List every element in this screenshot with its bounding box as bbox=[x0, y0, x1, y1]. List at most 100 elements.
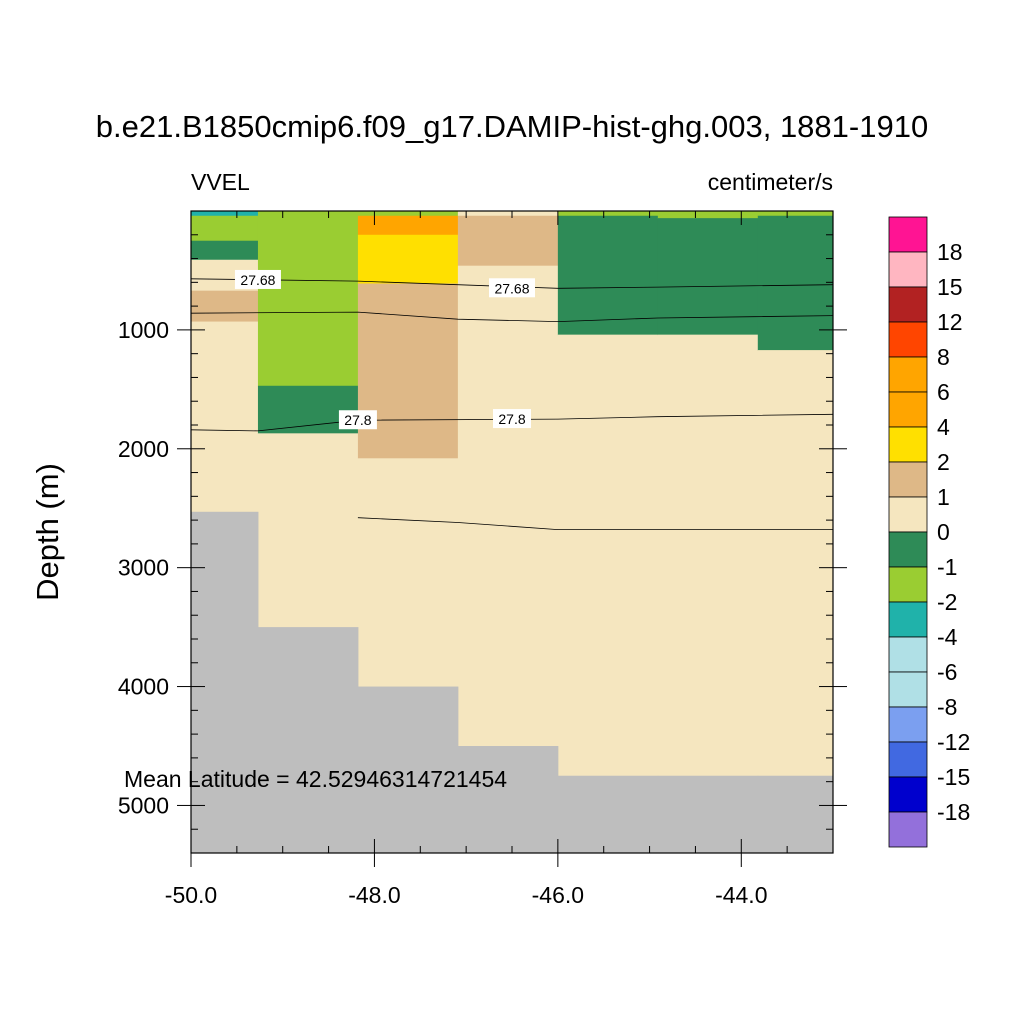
cell-col5-row2 bbox=[657, 334, 759, 777]
colorbar-swatch-8 bbox=[888, 496, 928, 533]
cell-col6-row2 bbox=[757, 350, 834, 777]
cell-col0-row5 bbox=[191, 321, 259, 513]
land-mask bbox=[191, 511, 834, 853]
colorbar-swatch-16 bbox=[888, 776, 928, 813]
x-tick-label: -50.0 bbox=[165, 882, 217, 908]
colorbar-label-12: -6 bbox=[937, 659, 957, 685]
heatmap-cells bbox=[191, 211, 834, 777]
colorbar-label-6: 2 bbox=[937, 449, 950, 475]
cell-col0-row4 bbox=[191, 290, 259, 323]
contour-label-bg-2-1 bbox=[493, 409, 531, 429]
colorbar-swatch-17 bbox=[888, 811, 928, 848]
colorbar-label-8: 0 bbox=[937, 519, 950, 545]
contour-line-0 bbox=[190, 278, 834, 289]
colorbar-swatch-3 bbox=[888, 321, 928, 358]
colorbar-swatch-10 bbox=[888, 566, 928, 603]
colorbar-swatch-14 bbox=[888, 706, 928, 743]
y-axis: 1000 2000 3000 4000 5000 bbox=[118, 234, 847, 854]
contour-label-0-1: 27.68 bbox=[494, 280, 529, 296]
cell-col2-row1 bbox=[357, 215, 459, 236]
y-tick-label: 4000 bbox=[118, 674, 169, 700]
x-axis: -50.0 -48.0 -46.0 -44.0 bbox=[165, 211, 834, 908]
land-col2 bbox=[357, 686, 459, 853]
cell-col2-row2 bbox=[357, 234, 459, 285]
cell-col2-row3 bbox=[357, 283, 459, 459]
y-axis-label: Depth (m) bbox=[30, 463, 65, 601]
land-col3 bbox=[457, 746, 559, 853]
land-col1 bbox=[257, 627, 359, 853]
cell-col4-row2 bbox=[557, 334, 659, 777]
cell-col3-row2 bbox=[457, 265, 559, 747]
plot-area: 27.68 27.68 27.8 27.8 bbox=[190, 211, 834, 853]
colorbar-label-11: -4 bbox=[937, 624, 958, 650]
contour-line-1 bbox=[190, 311, 834, 323]
colorbar-swatch-11 bbox=[888, 601, 928, 638]
contour-line-3 bbox=[357, 517, 833, 530]
land-col4 bbox=[557, 775, 659, 853]
y-tick-label: 3000 bbox=[118, 555, 169, 581]
y-tick-label: 2000 bbox=[118, 436, 169, 462]
colorbar-swatch-5 bbox=[888, 391, 928, 428]
colorbar-swatch-0 bbox=[888, 216, 928, 253]
cell-col3-row0 bbox=[457, 211, 559, 217]
colorbar-label-15: -15 bbox=[937, 764, 970, 790]
cell-col6-row0 bbox=[757, 211, 834, 217]
colorbar-label-7: 1 bbox=[937, 484, 950, 510]
colorbar-swatch-15 bbox=[888, 741, 928, 778]
land-col0 bbox=[191, 511, 259, 853]
colorbar-swatch-1 bbox=[888, 251, 928, 288]
colorbar-swatch-4 bbox=[888, 356, 928, 393]
contour-label-bg-0-0 bbox=[234, 269, 281, 289]
contour-label-2-1: 27.8 bbox=[498, 411, 525, 427]
x-tick-label: -46.0 bbox=[532, 882, 584, 908]
colorbar-label-14: -12 bbox=[937, 729, 970, 755]
colorbar-label-3: 8 bbox=[937, 344, 950, 370]
contour-label-bg-0-1 bbox=[489, 278, 535, 298]
cell-col2-row4 bbox=[357, 458, 459, 688]
y-tick-label: 5000 bbox=[118, 792, 169, 818]
chart-title: b.e21.B1850cmip6.f09_g17.DAMIP-hist-ghg.… bbox=[96, 109, 928, 144]
cell-col5-row1 bbox=[657, 218, 759, 336]
contour-label-bg-2-0 bbox=[338, 410, 377, 430]
cell-col0-row1 bbox=[191, 215, 259, 242]
colorbar-label-10: -2 bbox=[937, 589, 957, 615]
cell-col4-row0 bbox=[557, 211, 659, 217]
colorbar: 18 15 12 8 6 4 2 1 0 -1 -2 -4 -6 -8 -12 -15 -18 bbox=[888, 216, 970, 848]
variable-label: VVEL bbox=[191, 169, 250, 195]
contour-line-2 bbox=[190, 413, 834, 432]
land-col5 bbox=[657, 775, 759, 853]
colorbar-label-0: 18 bbox=[937, 239, 963, 265]
units-label: centimeter/s bbox=[708, 169, 833, 195]
cell-col1-row0 bbox=[257, 211, 359, 387]
colorbar-swatch-7 bbox=[888, 461, 928, 498]
cell-col5-row0 bbox=[657, 211, 759, 219]
x-tick-label: -44.0 bbox=[715, 882, 767, 908]
mean-latitude-annotation: Mean Latitude = 42.52946314721454 bbox=[124, 766, 507, 792]
colorbar-swatch-6 bbox=[888, 426, 928, 463]
colorbar-swatch-2 bbox=[888, 286, 928, 323]
contour-labels: 27.68 27.68 27.8 27.8 bbox=[234, 269, 535, 430]
colorbar-swatch-13 bbox=[888, 671, 928, 708]
cell-col6-row1 bbox=[757, 215, 834, 351]
cell-col2-row0 bbox=[357, 211, 459, 217]
cell-col1-row2 bbox=[257, 433, 359, 628]
y-tick-label: 1000 bbox=[118, 317, 169, 343]
colorbar-label-2: 12 bbox=[937, 309, 963, 335]
cell-col0-row0 bbox=[191, 211, 259, 217]
contour-label-0-0: 27.68 bbox=[240, 272, 275, 288]
colorbar-swatch-9 bbox=[888, 531, 928, 568]
colorbar-swatch-12 bbox=[888, 636, 928, 673]
land-col6 bbox=[757, 775, 834, 853]
density-contours bbox=[190, 278, 834, 530]
colorbar-label-9: -1 bbox=[937, 554, 957, 580]
colorbar-label-5: 4 bbox=[937, 414, 950, 440]
colorbar-label-4: 6 bbox=[937, 379, 950, 405]
contour-label-2-0: 27.8 bbox=[344, 412, 371, 428]
colorbar-label-13: -8 bbox=[937, 694, 957, 720]
cell-col3-row1 bbox=[457, 215, 559, 267]
colorbar-label-1: 15 bbox=[937, 274, 963, 300]
cell-col0-row2 bbox=[191, 240, 259, 261]
cell-col4-row1 bbox=[557, 215, 659, 336]
x-tick-label: -48.0 bbox=[348, 882, 400, 908]
